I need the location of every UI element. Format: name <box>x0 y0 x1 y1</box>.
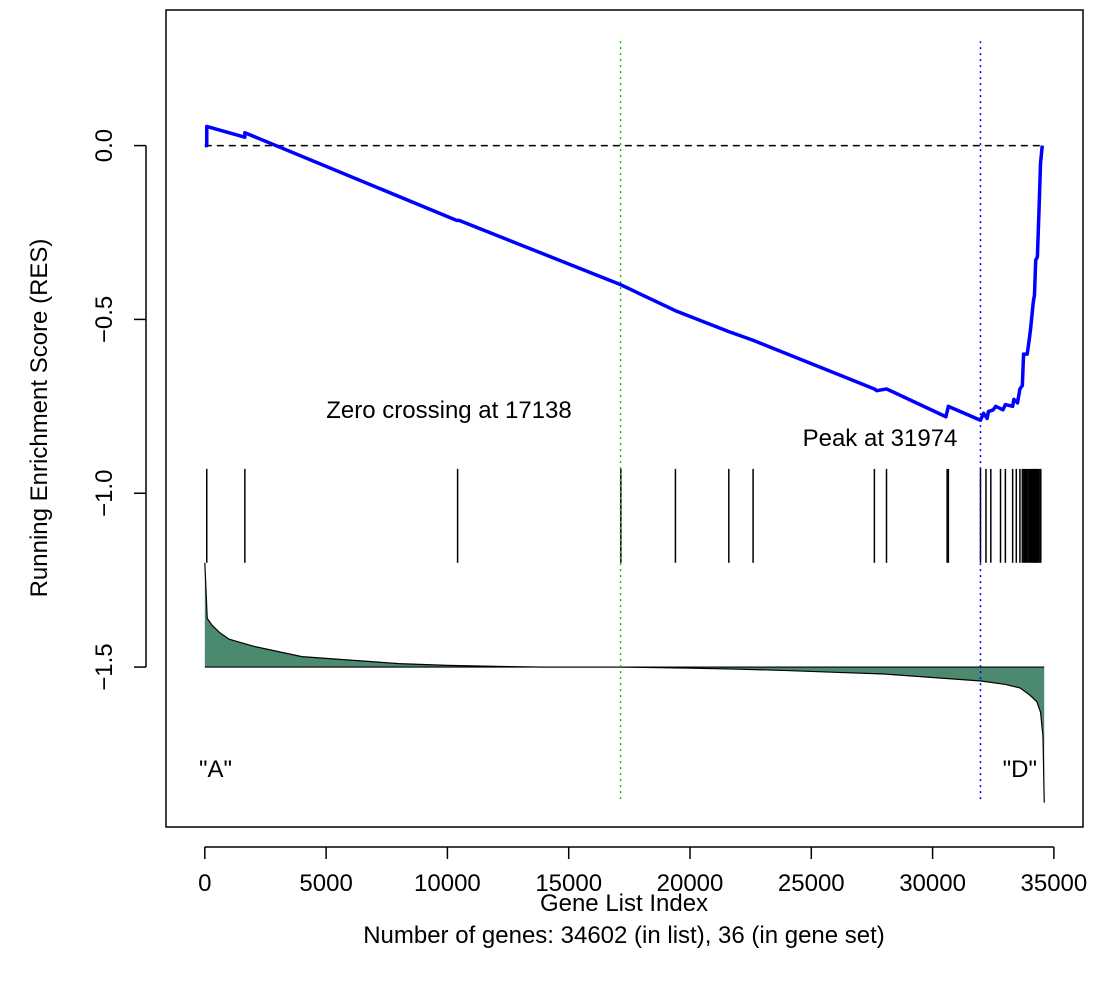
plot-frame <box>165 9 1084 828</box>
x-tick-label: 30000 <box>899 870 966 897</box>
x-axis-title: Gene List Index <box>540 890 708 917</box>
gene-set-hits-layer <box>206 468 1042 563</box>
y-tick-label: −1.5 <box>91 643 118 690</box>
x-tick-label: 20000 <box>657 870 724 897</box>
x-tick-label: 25000 <box>778 870 845 897</box>
x-tick-label: 10000 <box>414 870 481 897</box>
y-axis-title: Running Enrichment Score (RES) <box>26 239 53 598</box>
ranked-metric-curve <box>204 562 1045 803</box>
left-end-label: "A" <box>199 756 232 783</box>
zero-crossing-label: Zero crossing at 17138 <box>326 397 571 424</box>
x-axis-subtitle: Number of genes: 34602 (in list), 36 (in… <box>363 922 885 949</box>
x-tick-label: 0 <box>198 870 211 897</box>
y-tick-label: −1.0 <box>91 470 118 517</box>
ranked-metric-layer <box>204 562 1045 803</box>
x-tick-label: 35000 <box>1021 870 1088 897</box>
running-score-layer <box>204 124 1044 422</box>
running-score-line <box>204 124 1044 422</box>
right-end-label: "D" <box>1003 756 1037 783</box>
y-tick-label: −0.5 <box>91 296 118 343</box>
x-tick-label: 5000 <box>299 870 352 897</box>
y-tick-label: 0.0 <box>91 129 118 162</box>
x-axis: 0 5000 10000 15000 20000 25000 30000 35000 <box>198 846 1088 897</box>
peak-label: Peak at 31974 <box>803 425 958 452</box>
x-tick-label: 15000 <box>535 870 602 897</box>
y-axis: 0.0 −0.5 −1.0 −1.5 <box>91 129 147 691</box>
